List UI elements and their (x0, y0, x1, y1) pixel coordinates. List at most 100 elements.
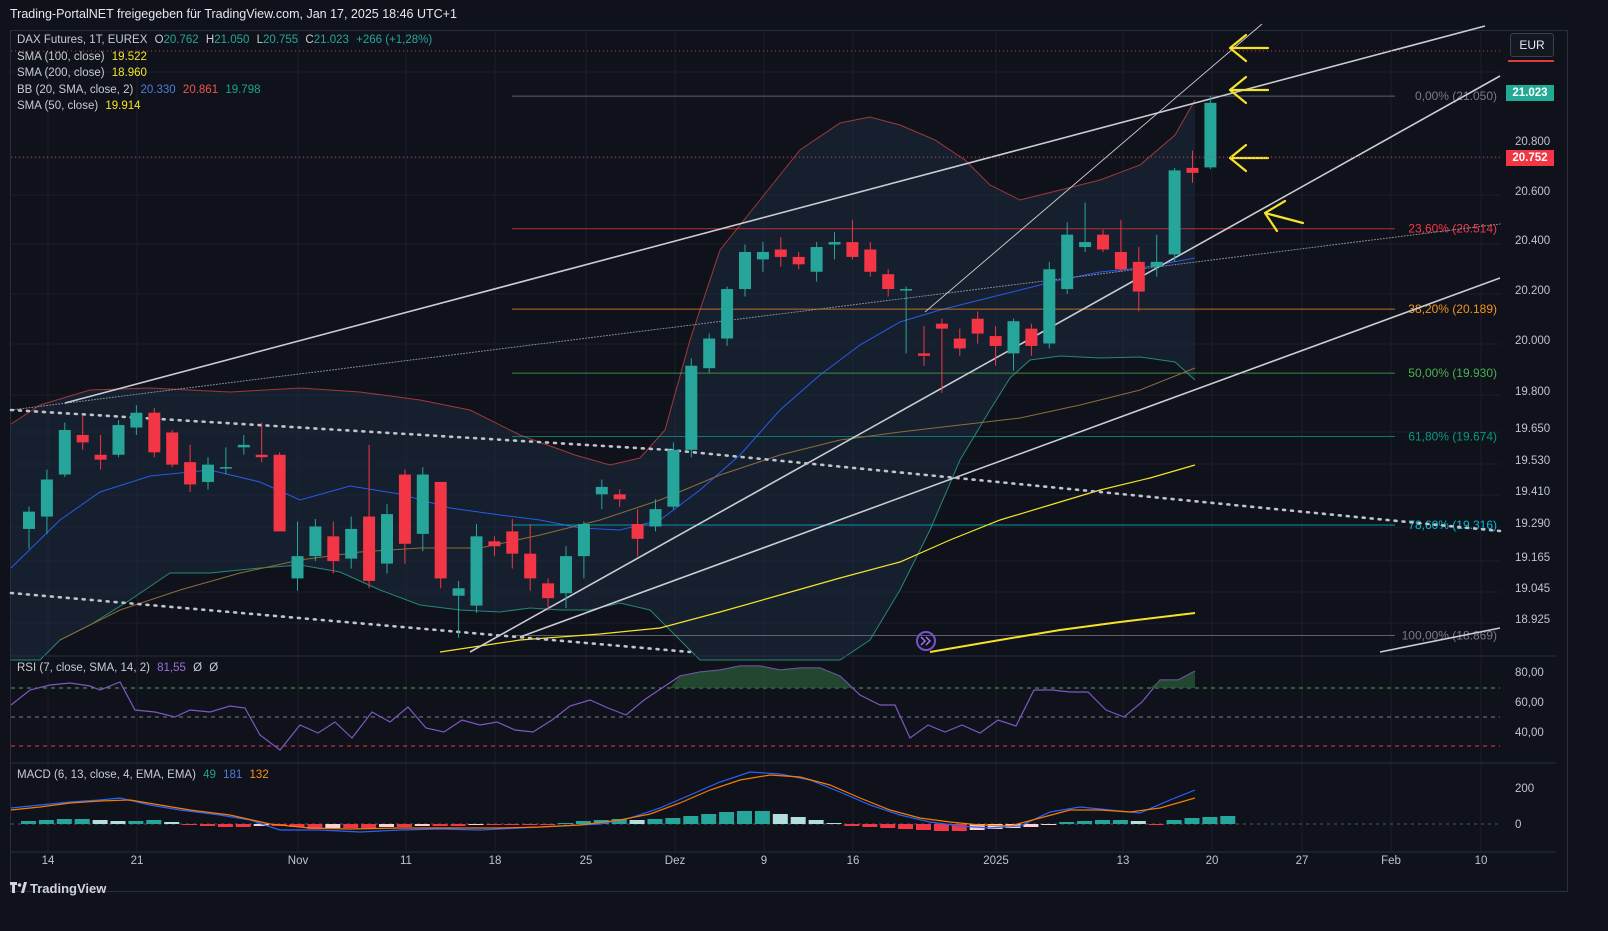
trendline-steep (924, 23, 1263, 313)
candle (166, 430, 179, 468)
bb-legend[interactable]: BB (20, SMA, close, 2) 20.330 20.861 19.… (17, 84, 265, 96)
candle (971, 311, 984, 344)
sma50-legend[interactable]: SMA (50, close) 19.914 (17, 100, 145, 112)
macd-histogram-bar (862, 824, 878, 827)
macd-histogram-bar (826, 823, 842, 824)
price-axis-label: 19.650 (1515, 423, 1550, 435)
macd-histogram-bar (200, 824, 215, 826)
macd-histogram-bar (74, 819, 90, 824)
rsi-line (10, 665, 1196, 751)
candle-body (953, 338, 966, 349)
candle (237, 434, 250, 455)
time-axis-label: Feb (1381, 855, 1401, 867)
rsi-extra-2: Ø (209, 662, 219, 674)
candle (935, 318, 948, 393)
sma200-legend[interactable]: SMA (200, close) 18.960 (17, 67, 151, 79)
candle (1186, 150, 1199, 183)
candle (1132, 247, 1145, 312)
time-axis-label: 21 (131, 855, 144, 867)
candle (721, 286, 734, 346)
rsi-value: 81,55 (157, 662, 186, 674)
macd-histogram-bar (772, 814, 788, 824)
chart-share-header: Trading-PortalNET freigegeben für Tradin… (10, 7, 457, 21)
macd-histogram-bar (1220, 816, 1236, 824)
candle (774, 237, 787, 267)
tradingview-brand[interactable]: TradingView (10, 881, 106, 896)
bollinger-cloud (11, 100, 1195, 660)
fib-level-label: 61,80% (19.674) (1408, 429, 1497, 443)
candle-body (130, 412, 143, 428)
candle-body (846, 242, 859, 257)
candle-body (560, 556, 572, 594)
low-label: L (256, 34, 264, 46)
candle (685, 358, 698, 458)
candle-body (434, 481, 447, 579)
candle (667, 442, 680, 510)
trendline-mid-channel (469, 75, 1501, 653)
macd-histogram-bar (987, 824, 1003, 829)
candle (273, 452, 286, 532)
candle-body (739, 251, 751, 290)
candle (434, 481, 447, 589)
candle (900, 286, 913, 354)
time-axis-label: 13 (1117, 855, 1130, 867)
macd-histogram-bar (414, 824, 430, 826)
time-axis-label: Dez (665, 855, 686, 867)
macd-signal-value: 132 (249, 769, 269, 781)
macd-histogram-bar (737, 811, 752, 824)
macd-histogram-bar (253, 824, 269, 826)
candle-body (864, 249, 877, 272)
bollinger-upper-band (10, 99, 1196, 466)
macd-histogram-bar (683, 816, 699, 824)
candle-body (184, 462, 197, 485)
macd-histogram-bar (808, 820, 824, 824)
macd-histogram-bar (1059, 822, 1075, 824)
candle (1061, 222, 1074, 295)
rsi-axis-label: 60,00 (1515, 697, 1544, 709)
price-axis-label: 20.600 (1515, 186, 1550, 198)
macd-histogram-bar (647, 819, 663, 824)
price-axis-label: 20.800 (1515, 136, 1550, 148)
macd-histogram-bar (1130, 821, 1146, 824)
time-axis-label: 11 (400, 855, 412, 867)
macd-histogram-bar (486, 824, 502, 825)
trendline-descending-upper (9, 408, 672, 452)
candle-body (667, 449, 680, 507)
candle (40, 469, 53, 534)
candle (864, 242, 877, 277)
symbol-legend[interactable]: DAX Futures, 1T, EUREX O20.762 H21.050 L… (17, 34, 436, 46)
symbol-label: DAX Futures, 1T, EUREX (17, 34, 148, 46)
candle-body (900, 289, 913, 291)
macd-histogram-bar (1148, 824, 1164, 825)
fibonacci-retracement: 0,00% (21.050) 23,60% (20.514) 38,20% (20.… (512, 89, 1497, 643)
rsi-label: RSI (7, close, SMA, 14, 2) (17, 662, 150, 674)
sma100-legend[interactable]: SMA (100, close) 19.522 (17, 51, 151, 63)
low-value: 20.755 (263, 34, 299, 46)
macd-line (10, 771, 1196, 833)
time-axis-label: 16 (847, 855, 860, 867)
macd-histogram-bar (1202, 817, 1218, 824)
candle-body (1025, 328, 1038, 346)
time-axis-label: 10 (1475, 855, 1488, 867)
macd-legend[interactable]: MACD (6, 13, close, 4, EMA, EMA) 49 181 … (17, 769, 273, 781)
candle-body (1061, 234, 1074, 290)
candle (148, 407, 161, 458)
candle (631, 509, 644, 557)
candle-body (918, 353, 930, 356)
close-label: C (305, 34, 314, 46)
candle-body (202, 464, 214, 482)
rsi-extra-1: Ø (193, 662, 203, 674)
candle (58, 422, 71, 478)
time-axis-label: 9 (761, 855, 767, 867)
macd-histogram-bar (754, 811, 770, 824)
currency-button[interactable]: EUR (1510, 33, 1554, 57)
candle-body (685, 365, 698, 450)
candle-body (309, 526, 322, 557)
candle-body (40, 479, 53, 517)
macd-histogram-bar (128, 821, 144, 824)
rsi-legend[interactable]: RSI (7, close, SMA, 14, 2) 81,55 Ø Ø (17, 662, 222, 674)
candle-body (327, 536, 340, 562)
macd-histogram-bar (235, 824, 251, 827)
